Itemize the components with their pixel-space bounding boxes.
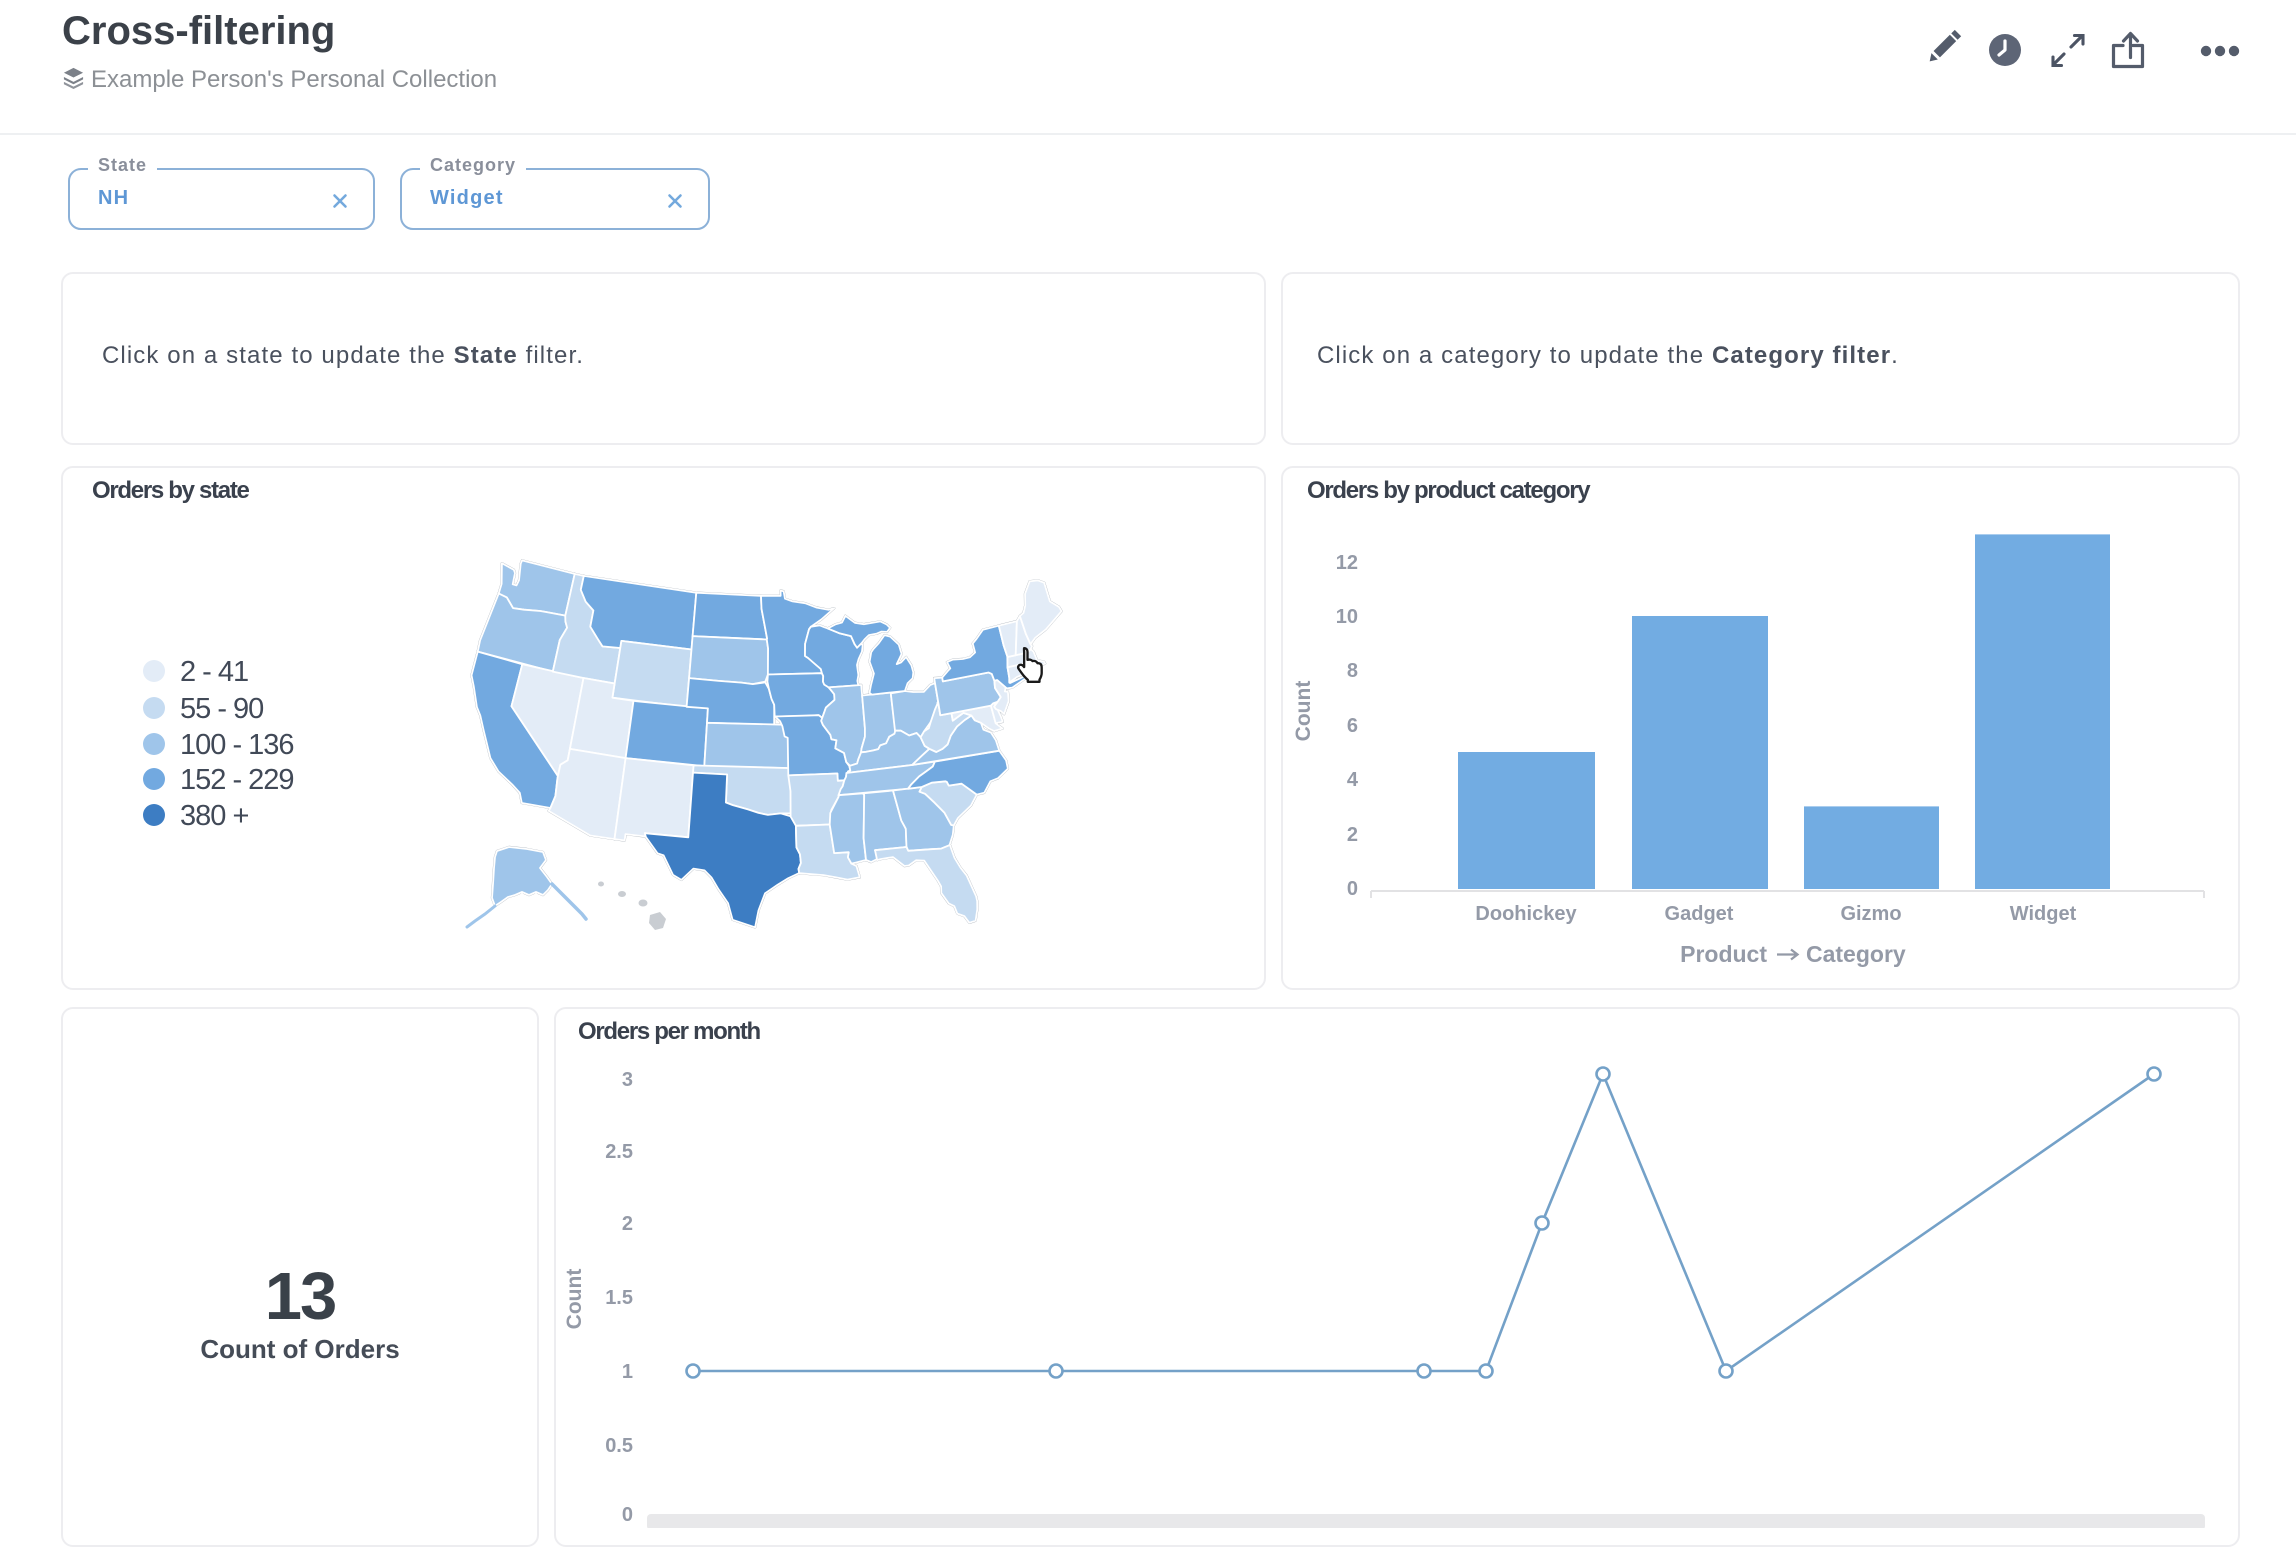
svg-text:0.5: 0.5	[605, 1435, 633, 1457]
svg-text:Product: Product	[1680, 941, 1767, 967]
svg-text:Widget: Widget	[2010, 903, 2077, 925]
svg-text:2.5: 2.5	[605, 1141, 633, 1163]
svg-text:4: 4	[1347, 769, 1359, 791]
svg-text:Count: Count	[1292, 681, 1315, 742]
svg-text:2: 2	[622, 1213, 633, 1235]
svg-text:Gizmo: Gizmo	[1840, 903, 1901, 925]
svg-text:12: 12	[1336, 552, 1358, 574]
svg-text:Doohickey: Doohickey	[1475, 903, 1577, 925]
svg-text:10: 10	[1336, 606, 1358, 628]
svg-text:Category: Category	[1806, 941, 1906, 967]
svg-text:Gadget: Gadget	[1665, 903, 1734, 925]
svg-text:2: 2	[1347, 824, 1358, 846]
svg-text:1.5: 1.5	[605, 1287, 633, 1309]
svg-text:1: 1	[622, 1361, 633, 1383]
svg-text:0: 0	[622, 1504, 633, 1526]
svg-text:Count: Count	[563, 1269, 586, 1330]
svg-text:0: 0	[1347, 878, 1358, 900]
svg-text:3: 3	[622, 1069, 633, 1091]
svg-text:8: 8	[1347, 660, 1358, 682]
svg-text:6: 6	[1347, 715, 1358, 737]
